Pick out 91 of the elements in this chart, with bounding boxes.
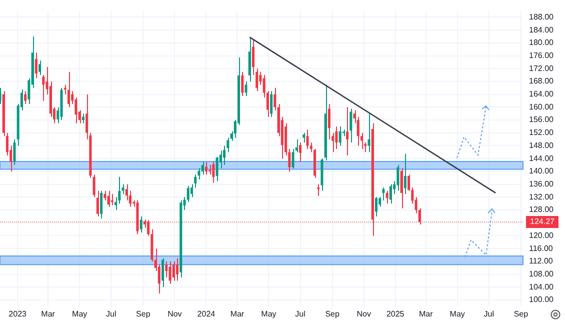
x-tick-label: Jul: [295, 309, 306, 318]
y-tick-label: 116.00: [529, 244, 554, 253]
candlestick: [107, 190, 110, 208]
candlestick: [212, 161, 215, 184]
candlestick: [204, 161, 208, 176]
x-tick-label: May: [72, 309, 88, 318]
candlestick: [165, 260, 168, 278]
candlestick: [328, 103, 330, 140]
x-tick-label: Nov: [168, 309, 182, 318]
x-tick-label: 2025: [386, 309, 405, 318]
candlestick: [104, 190, 106, 201]
y-tick-label: 100.00: [529, 295, 554, 304]
x-tick-label: Sep: [136, 309, 151, 318]
candlestick: [270, 90, 273, 118]
candlestick: [194, 174, 197, 188]
ref-line-label: 124.27: [530, 217, 556, 226]
candlestick: [34, 52, 38, 79]
candlestick: [67, 71, 70, 108]
x-tick-label: Mar: [230, 309, 244, 318]
candlestick: [404, 153, 406, 194]
x-tick-label: 2024: [197, 309, 216, 318]
y-tick-label: 104.00: [529, 282, 554, 292]
candlestick: [389, 184, 392, 204]
candlestick: [396, 164, 400, 192]
y-tick-label: 112.00: [529, 256, 554, 266]
x-tick-label: Nov: [356, 309, 371, 318]
candlestick: [317, 184, 320, 196]
candlestick: [38, 60, 42, 76]
y-tick-label: 128.00: [529, 205, 554, 214]
candlestick: [335, 126, 338, 150]
y-tick-label: 152.00: [529, 128, 554, 138]
candlestick: [110, 193, 114, 206]
candlestick: [382, 187, 385, 201]
candlestick: [24, 90, 27, 104]
candlestick: [176, 258, 179, 282]
y-tick-label: 148.00: [529, 140, 554, 150]
candlestick: [82, 113, 84, 124]
y-tick-label: 180.00: [529, 38, 554, 48]
candlestick: [100, 190, 103, 220]
candlestick: [338, 126, 342, 146]
y-tick-label: 164.00: [529, 90, 554, 99]
y-tick-label: 120.00: [529, 230, 554, 240]
y-tick-label: 168.00: [529, 76, 554, 86]
x-tick-label: May: [450, 309, 465, 318]
y-tick-label: 188.00: [529, 12, 554, 22]
candlestick: [190, 184, 193, 198]
y-tick-label: 140.00: [529, 166, 554, 176]
candlestick: [248, 36, 251, 82]
candlestick: [378, 196, 382, 208]
candlestick: [201, 161, 204, 176]
candlestick: [241, 71, 244, 96]
candlestick: [13, 138, 16, 166]
candlestick: [368, 113, 370, 153]
candlestick: [350, 108, 352, 144]
candlestick: [92, 174, 96, 198]
y-tick-label: 176.00: [529, 50, 554, 60]
candlestick: [386, 190, 388, 204]
candlestick: [140, 216, 142, 233]
y-tick-label: 108.00: [529, 269, 554, 278]
y-tick-label: 184.00: [529, 25, 554, 34]
x-tick-label: Jul: [484, 309, 494, 318]
candlestick: [125, 184, 128, 201]
y-tick-label: 136.00: [529, 180, 554, 189]
y-tick-label: 144.00: [529, 154, 554, 163]
candlestick: [186, 185, 190, 202]
candlestick: [208, 164, 212, 176]
candlestick: [292, 148, 294, 169]
candlestick: [216, 156, 218, 182]
candlestick: [346, 106, 349, 156]
x-tick-label: Jul: [106, 309, 116, 318]
candlestick: [162, 258, 164, 288]
y-tick-label: 156.00: [529, 115, 554, 124]
x-tick-label: Mar: [418, 309, 434, 318]
y-tick-label: 172.00: [529, 64, 554, 73]
candlestick: [42, 74, 45, 102]
x-tick-label: May: [261, 309, 276, 318]
candlestick: [302, 132, 306, 144]
x-tick-label: Mar: [41, 309, 56, 318]
x-tick-label: Sep: [514, 309, 529, 318]
candlestick: [96, 190, 99, 217]
x-tick-label: 2023: [8, 309, 28, 318]
candlestick: [168, 260, 172, 284]
x-tick-label: Sep: [325, 309, 340, 318]
candlestick: [298, 142, 302, 162]
candlestick: [400, 168, 403, 209]
candlestick: [306, 129, 309, 150]
candlestick: [172, 260, 175, 282]
y-tick-label: 132.00: [529, 192, 554, 202]
candlestick: [244, 80, 248, 96]
candlestick: [374, 196, 378, 217]
y-tick-label: 160.00: [529, 102, 554, 112]
